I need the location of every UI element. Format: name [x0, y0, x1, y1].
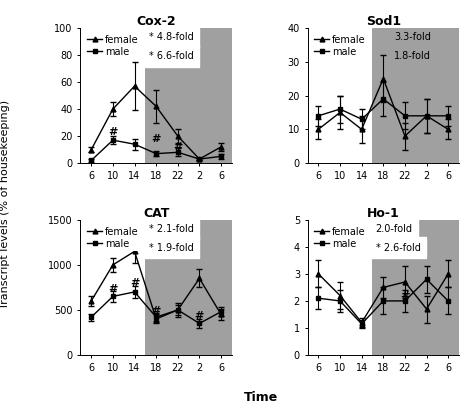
Legend: female, male: female, male [312, 225, 367, 251]
Text: 3.3-fold: 3.3-fold [394, 32, 431, 42]
Legend: female, male: female, male [312, 33, 367, 59]
Bar [373, 28, 459, 163]
Bar [146, 220, 232, 355]
Text: 2.0-fold: 2.0-fold [376, 224, 413, 234]
Text: #: # [152, 306, 161, 316]
Title: Sod1: Sod1 [366, 15, 401, 28]
Text: #: # [400, 291, 410, 301]
Title: CAT: CAT [143, 207, 169, 220]
Text: #: # [108, 284, 118, 294]
Text: Time: Time [244, 391, 278, 404]
Text: #: # [195, 311, 204, 321]
Text: * 6.6-fold: * 6.6-fold [148, 51, 193, 61]
Text: 1.8-fold: 1.8-fold [394, 51, 431, 61]
Title: Cox-2: Cox-2 [137, 15, 176, 28]
Legend: female, male: female, male [85, 225, 140, 251]
Text: * 2.6-fold: * 2.6-fold [376, 243, 420, 253]
Text: #: # [173, 142, 182, 152]
Text: * 2.1-fold: * 2.1-fold [148, 224, 193, 234]
Legend: female, male: female, male [85, 33, 140, 59]
Title: Ho-1: Ho-1 [367, 207, 400, 220]
Text: Transcript levels (% of housekeeping): Transcript levels (% of housekeeping) [0, 100, 10, 308]
Bar [373, 220, 459, 355]
Text: #: # [108, 127, 118, 137]
Text: #: # [152, 134, 161, 144]
Text: #: # [130, 278, 139, 288]
Bar [146, 28, 232, 163]
Text: * 1.9-fold: * 1.9-fold [148, 243, 193, 253]
Text: * 4.8-fold: * 4.8-fold [148, 32, 193, 42]
